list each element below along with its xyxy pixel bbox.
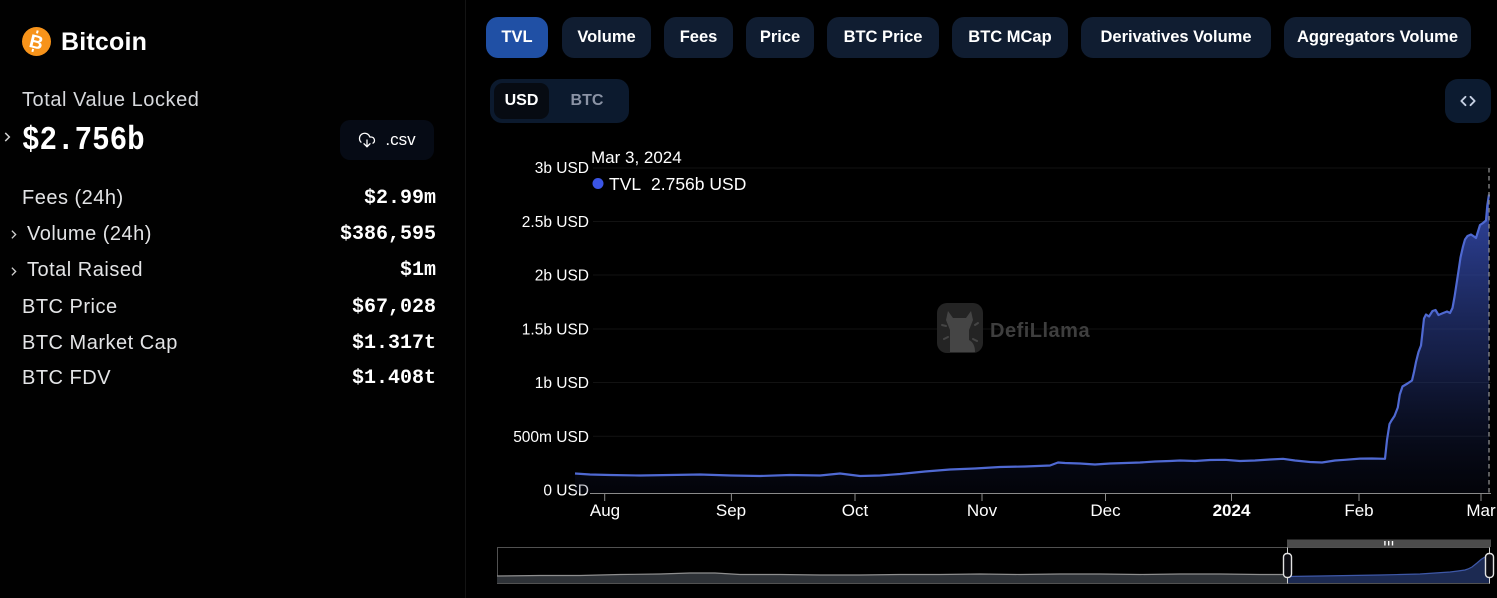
svg-text:TVL: TVL <box>609 174 641 194</box>
svg-text:Sep: Sep <box>716 501 746 520</box>
svg-text:2.756b USD: 2.756b USD <box>651 174 746 194</box>
svg-text:Mar 3, 2024: Mar 3, 2024 <box>591 148 682 167</box>
svg-text:DefiLlama: DefiLlama <box>990 320 1090 342</box>
svg-text:1b USD: 1b USD <box>535 375 589 392</box>
svg-text:500m USD: 500m USD <box>513 429 589 446</box>
svg-text:Feb: Feb <box>1344 501 1373 520</box>
svg-text:B: B <box>27 31 45 55</box>
svg-text:Oct: Oct <box>842 501 869 520</box>
svg-text:1.5b USD: 1.5b USD <box>522 322 589 339</box>
svg-text:Nov: Nov <box>967 501 998 520</box>
svg-text:Aug: Aug <box>590 501 620 520</box>
svg-text:Mar: Mar <box>1466 501 1496 520</box>
svg-text:3b USD: 3b USD <box>535 160 589 177</box>
svg-text:2.5b USD: 2.5b USD <box>522 214 589 231</box>
svg-text:Dec: Dec <box>1090 501 1121 520</box>
svg-text:2024: 2024 <box>1213 501 1251 520</box>
svg-text:2b USD: 2b USD <box>535 268 589 285</box>
